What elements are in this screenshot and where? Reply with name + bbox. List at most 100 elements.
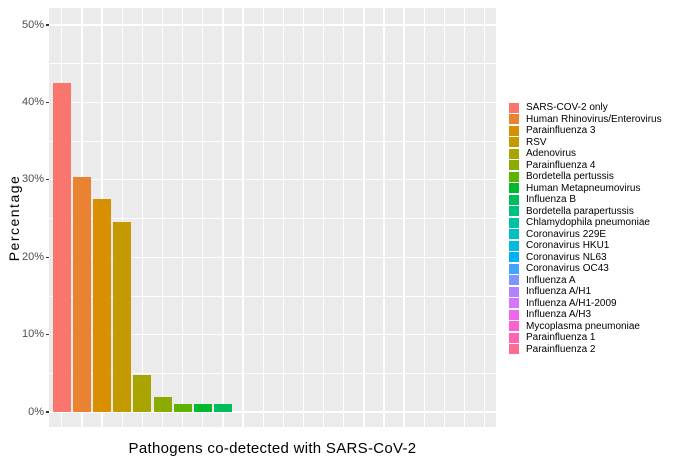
legend-label: SARS-COV-2 only xyxy=(526,102,608,113)
y-axis-title: Percentage xyxy=(6,174,22,262)
legend-item: Human Metapneumovirus xyxy=(509,183,662,195)
legend-swatch xyxy=(509,160,519,171)
legend-item: Coronavirus HKU1 xyxy=(509,240,662,252)
legend-label: Influenza B xyxy=(526,194,577,205)
legend-swatch xyxy=(509,275,519,286)
legend-label: Parainfluenza 4 xyxy=(526,159,596,171)
y-tick-label: 30% xyxy=(21,173,44,186)
legend-item: Bordetella parapertussis xyxy=(509,206,662,218)
gridline-h-minor xyxy=(49,140,496,142)
legend-item: RSV xyxy=(509,137,662,149)
y-tick-label: 40% xyxy=(21,95,44,108)
gridline-h-minor xyxy=(49,295,496,297)
legend-label: Influenza A/H1 xyxy=(526,286,592,297)
legend-item: Parainfluenza 4 xyxy=(509,160,662,172)
legend-label: Chlamydophila pneumoniae xyxy=(526,217,650,228)
legend-label: Adenovirus xyxy=(526,148,577,159)
y-tick-label: 0% xyxy=(28,405,44,418)
gridline-v-category xyxy=(443,8,446,427)
y-tick-mark xyxy=(45,24,49,26)
legend-swatch xyxy=(509,125,519,136)
legend-swatch xyxy=(509,102,519,113)
gridline-h-major xyxy=(49,24,496,26)
bar xyxy=(52,83,71,412)
bar xyxy=(113,221,132,412)
legend-swatch xyxy=(509,137,519,148)
bar xyxy=(193,404,212,412)
legend-item: Coronavirus OC43 xyxy=(509,263,662,275)
bar xyxy=(93,199,112,412)
legend-swatch xyxy=(509,171,519,182)
y-tick-label: 50% xyxy=(21,18,44,31)
bar xyxy=(153,396,172,412)
legend-label: Parainfluenza 3 xyxy=(526,125,596,136)
gridline-v-category xyxy=(484,8,486,427)
legend-item: Chlamydophila pneumoniae xyxy=(509,217,662,229)
legend-label: Coronavirus HKU1 xyxy=(526,240,610,251)
gridline-v-category xyxy=(383,8,385,427)
y-tick-label: 10% xyxy=(21,328,44,341)
legend-item: Adenovirus xyxy=(509,148,662,160)
legend-swatch xyxy=(509,206,519,217)
legend-label: Coronavirus 229E xyxy=(526,228,607,240)
gridline-h-minor xyxy=(49,63,496,65)
legend-item: Parainfluenza 3 xyxy=(509,125,662,137)
legend-swatch xyxy=(509,148,519,159)
legend-swatch xyxy=(509,263,519,274)
legend-item: Mycoplasma pneumoniae xyxy=(509,321,662,333)
legend-swatch xyxy=(509,332,519,343)
gridline-h-minor xyxy=(49,372,496,374)
gridline-v-category xyxy=(181,8,184,427)
bar xyxy=(213,404,232,412)
y-tick-label: 20% xyxy=(21,250,44,263)
gridline-h-major xyxy=(49,333,496,336)
gridline-v-category xyxy=(463,8,466,427)
y-tick-mark xyxy=(45,411,49,413)
plot-panel xyxy=(49,8,496,427)
legend-swatch xyxy=(509,321,519,332)
gridline-v-category xyxy=(262,8,264,427)
legend-item: Coronavirus 229E xyxy=(509,229,662,241)
legend-swatch xyxy=(509,252,519,263)
legend-item: Influenza A xyxy=(509,275,662,287)
legend-swatch xyxy=(509,298,519,309)
gridline-h-major xyxy=(49,256,496,258)
x-axis-title: Pathogens co-detected with SARS-CoV-2 xyxy=(128,440,417,457)
legend-label: Bordetella pertussis xyxy=(526,171,614,182)
legend-item: Parainfluenza 2 xyxy=(509,344,662,356)
legend-label: Human Metapneumovirus xyxy=(526,182,641,194)
legend-item: Influenza A/H1 xyxy=(509,286,662,298)
gridline-h-major xyxy=(49,179,496,181)
legend-swatch xyxy=(509,309,519,320)
gridline-v-category xyxy=(161,8,164,427)
gridline-v-category xyxy=(363,8,365,427)
legend-item: SARS-COV-2 only xyxy=(509,102,662,114)
legend-swatch xyxy=(509,194,519,205)
y-tick-mark xyxy=(45,101,49,104)
bar xyxy=(133,374,152,412)
gridline-v-category xyxy=(282,8,285,427)
legend-label: Coronavirus NL63 xyxy=(526,251,607,263)
gridline-v-category xyxy=(302,8,305,427)
legend-item: Influenza A/H3 xyxy=(509,309,662,321)
y-tick-mark xyxy=(45,333,49,336)
legend-swatch xyxy=(509,229,519,240)
legend-label: RSV xyxy=(526,136,547,148)
legend-item: Coronavirus NL63 xyxy=(509,252,662,264)
gridline-v-category xyxy=(343,8,345,427)
y-tick-mark xyxy=(45,256,49,258)
legend-item: Bordetella pertussis xyxy=(509,171,662,183)
legend-label: Influenza A/H1-2009 xyxy=(526,297,617,309)
legend-swatch xyxy=(509,217,519,228)
gridline-v-category xyxy=(322,8,325,427)
gridline-v-category xyxy=(121,8,123,427)
gridline-v-category xyxy=(202,8,204,427)
legend-label: Parainfluenza 1 xyxy=(526,332,596,343)
legend-label: Influenza A xyxy=(526,274,576,286)
gridline-h-minor xyxy=(49,218,496,219)
y-tick-mark xyxy=(45,179,49,181)
legend-label: Human Rhinovirus/Enterovirus xyxy=(526,113,662,125)
legend-item: Human Rhinovirus/Enterovirus xyxy=(509,114,662,126)
legend: SARS-COV-2 only Human Rhinovirus/Enterovi… xyxy=(509,102,662,355)
